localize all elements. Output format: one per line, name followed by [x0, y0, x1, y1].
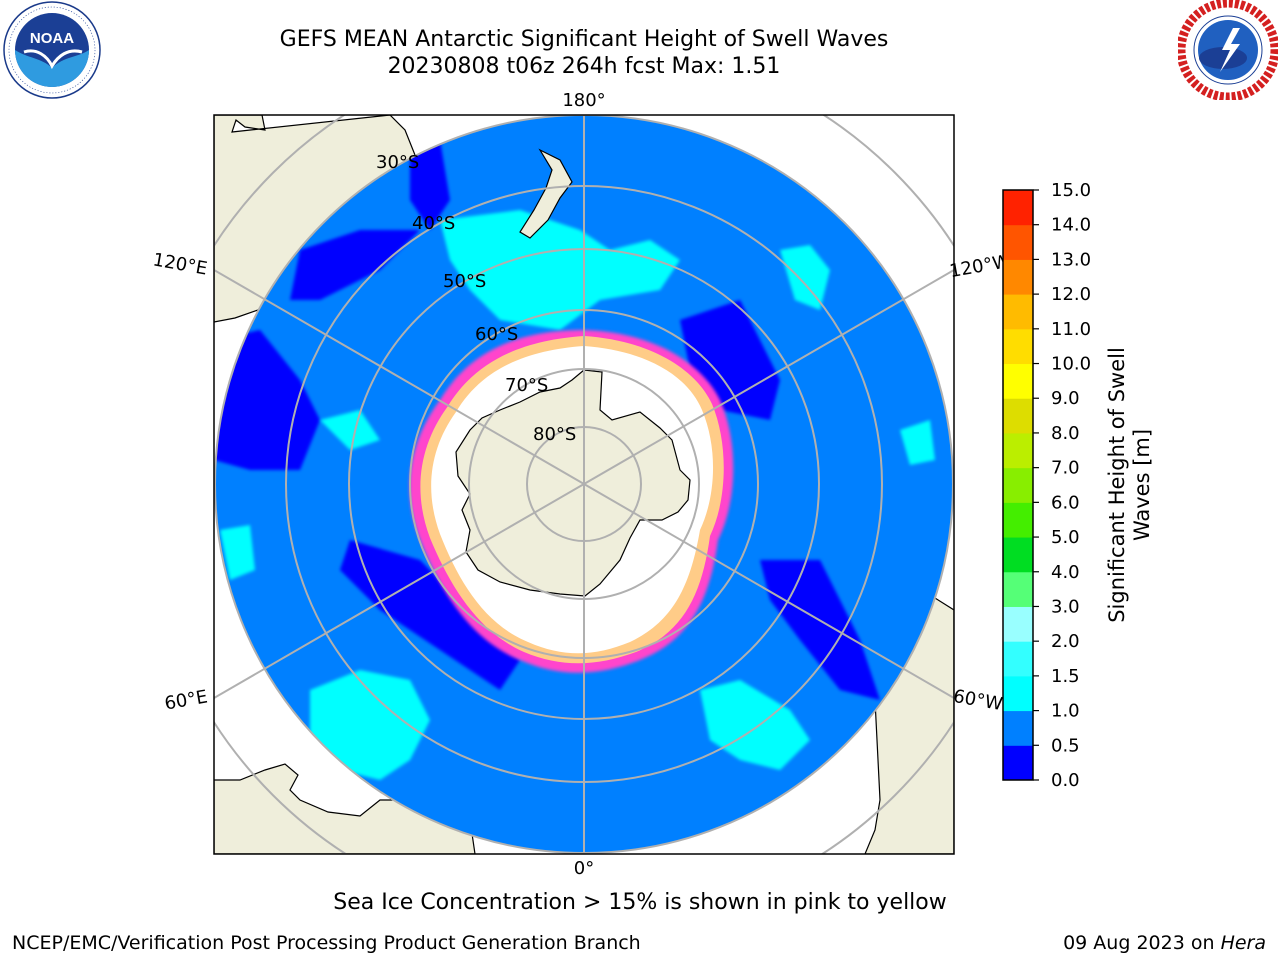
land-africa	[214, 763, 476, 854]
colorbar-tick-label: 14.0	[1051, 215, 1091, 236]
colorbar-segment	[1003, 571, 1033, 607]
colorbar-tick-label: 4.0	[1051, 562, 1080, 583]
colorbar-tick-label: 7.0	[1051, 458, 1080, 479]
sea-ice-caption: Sea Ice Concentration > 15% is shown in …	[333, 890, 947, 915]
colorbar-tick-label: 8.0	[1051, 423, 1080, 444]
colorbar-tick-label: 10.0	[1051, 354, 1091, 375]
nws-logo	[1178, 0, 1278, 100]
lat-label-80s: 80°S	[533, 424, 576, 445]
lon-label-120e: 120°E	[151, 249, 209, 279]
colorbar-segment	[1003, 363, 1033, 399]
colorbar: 0.0 0.5 1.0 1.5 2.0 3.0 4.0 5.0 6.0 7.0 8.0 9.0 10.0…	[1002, 180, 1091, 791]
colorbar-segment	[1003, 328, 1033, 365]
lat-label-40s: 40°S	[412, 213, 455, 234]
colorbar-tick-label: 2.0	[1051, 631, 1080, 652]
colorbar-tick-label: 1.5	[1051, 666, 1080, 687]
colorbar-frame	[1002, 189, 1034, 781]
colorbar-tick-label: 13.0	[1051, 249, 1091, 270]
colorbar-segment	[1003, 224, 1033, 260]
colorbar-tick-label: 5.0	[1051, 527, 1080, 548]
colorbar-tick-label: 3.0	[1051, 596, 1080, 617]
colorbar-segment	[1003, 190, 1033, 226]
colorbar-segment	[1003, 467, 1033, 503]
noaa-logo: NOAA	[3, 1, 101, 99]
colorbar-tick-label: 12.0	[1051, 284, 1091, 305]
map-frame	[213, 114, 955, 855]
colorbar-tick-label: 0.5	[1051, 735, 1080, 756]
lon-label-0: 0°	[574, 858, 594, 879]
lon-label-60w: 60°W	[952, 686, 1005, 715]
colorbar-segment	[1003, 502, 1033, 538]
lat-label-30s: 30°S	[376, 152, 419, 173]
colorbar-tick-label: 0.0	[1051, 770, 1080, 791]
colorbar-label: Significant Height of Swell Waves [m]	[1105, 347, 1154, 623]
colorbar-segment	[1003, 432, 1033, 469]
colorbar-tick-label: 11.0	[1051, 319, 1091, 340]
colorbar-segment	[1003, 294, 1033, 330]
lon-label-180: 180°	[562, 90, 605, 111]
colorbar-segment	[1003, 398, 1033, 434]
colorbar-tick-label: 1.0	[1051, 701, 1080, 722]
swell-above-1.0	[220, 210, 935, 780]
lat-label-70s: 70°S	[505, 375, 548, 396]
noaa-logo-text: NOAA	[30, 30, 74, 47]
footer-credit: NCEP/EMC/Verification Post Processing Pr…	[12, 932, 641, 954]
colorbar-tick-label: 9.0	[1051, 388, 1080, 409]
colorbar-segment	[1003, 675, 1033, 712]
footer-date: 09 Aug 2023 on Hera	[1063, 932, 1266, 954]
chart-title: GEFS MEAN Antarctic Significant Height o…	[279, 27, 889, 52]
lon-label-60e: 60°E	[163, 686, 209, 714]
colorbar-segment	[1003, 641, 1033, 677]
colorbar-tick-label: 15.0	[1051, 180, 1091, 201]
lat-label-60s: 60°S	[475, 324, 518, 345]
colorbar-segment	[1003, 745, 1033, 781]
colorbar-segment	[1003, 710, 1033, 746]
colorbar-segment	[1003, 537, 1033, 573]
lat-label-50s: 50°S	[443, 271, 486, 292]
graticule	[214, 115, 954, 854]
colorbar-segment	[1003, 606, 1033, 642]
land-new-zealand	[519, 148, 573, 239]
colorbar-tick-label: 6.0	[1051, 492, 1080, 513]
chart-subtitle: 20230808 t06z 264h fcst Max: 1.51	[387, 54, 781, 79]
colorbar-segment	[1003, 259, 1033, 295]
